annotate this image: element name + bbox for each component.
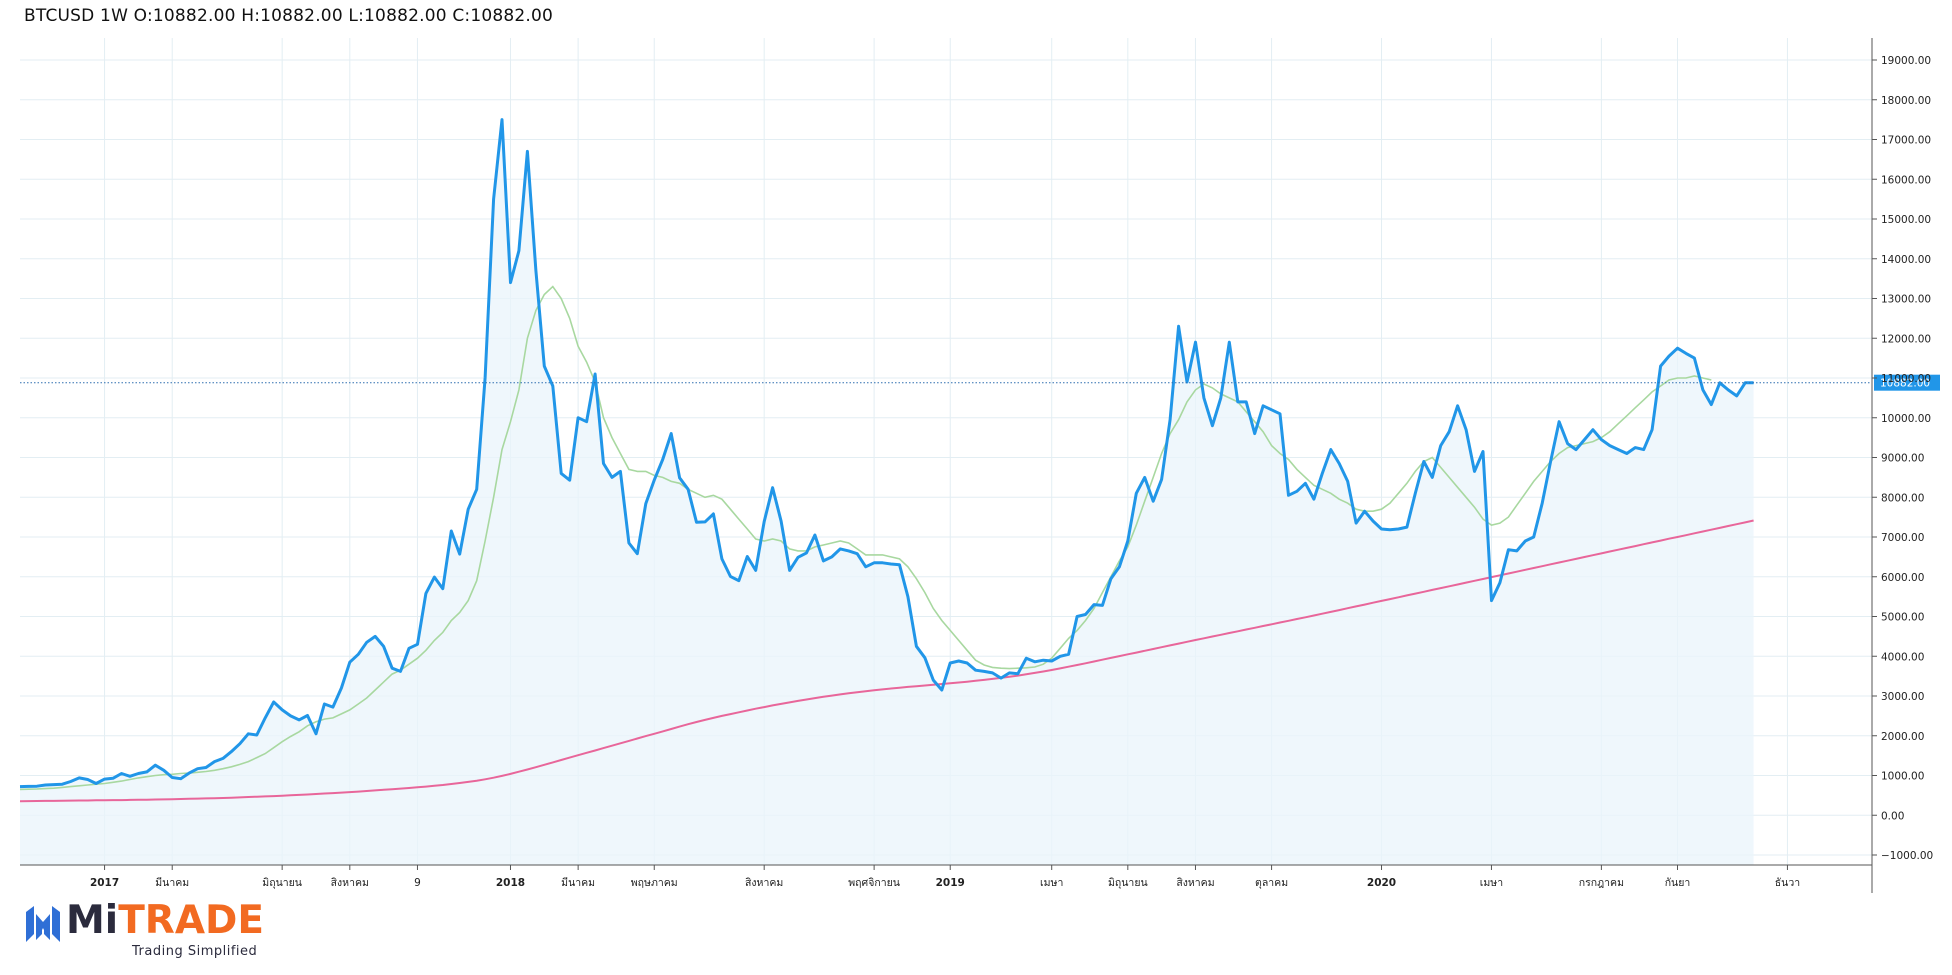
y-tick-label: 16000.00 [1881,174,1931,186]
logo-wordmark-mi: Mi [66,898,119,943]
y-tick-label: −1000.00 [1881,850,1933,862]
x-tick-label: สิงหาคม [745,877,783,889]
y-tick-label: 4000.00 [1881,651,1924,663]
x-tick-label: มีนาคม [155,876,189,889]
logo-tagline: Trading Simplified [132,944,258,959]
y-tick-label: 10000.00 [1881,413,1931,425]
axes [20,38,1877,893]
x-tick-label: 2018 [496,877,525,889]
y-tick-label: 3000.00 [1881,691,1924,703]
y-tick-label: 1000.00 [1881,771,1924,783]
x-tick-label: มิถุนายน [1108,877,1148,889]
y-tick-label: 12000.00 [1881,333,1931,345]
y-tick-label: 9000.00 [1881,453,1924,465]
y-tick-label: 7000.00 [1881,532,1924,544]
price-area-fill [20,119,1754,866]
x-tick-label: 9 [414,877,421,889]
y-tick-label: 11000.00 [1881,373,1931,385]
logo-wordmark-trade: TRADE [118,898,265,943]
y-tick-label: 17000.00 [1881,135,1931,147]
y-tick-label: 13000.00 [1881,294,1931,306]
x-tick-label: เมษา [1480,877,1503,889]
y-tick-label: 6000.00 [1881,572,1924,584]
series-line-long-ma [19,519,1754,803]
logo-wordmark: MiTRADE [66,898,264,944]
last-price-marker: 10882.00 [20,374,1940,391]
x-tick-label: มิถุนายน [262,877,302,889]
last-price-tag [1874,374,1940,391]
y-tick-label: 0.00 [1881,810,1904,822]
x-tick-label: มีนาคม [561,876,595,889]
x-tick-label: ธันวา [1775,877,1800,889]
chart-title: BTCUSD 1W O:10882.00 H:10882.00 L:10882.… [24,6,554,26]
x-tick-label: 2017 [90,877,119,889]
plot-area [19,118,1754,866]
x-tick-label: เมษา [1040,877,1063,889]
x-tick-label: 2019 [936,877,965,889]
series-line-price [19,118,1754,789]
y-tick-label: 5000.00 [1881,612,1924,624]
x-tick-label: 2020 [1367,877,1396,889]
x-tick-label: สิงหาคม [331,877,369,889]
x-tick-label: พฤษภาคม [631,877,678,889]
x-tick-label: ตุลาคม [1255,877,1288,889]
y-tick-label: 8000.00 [1881,492,1924,504]
series-line-short-ma [19,285,1712,791]
x-tick-label: กันยา [1665,877,1691,889]
y-tick-label: 15000.00 [1881,214,1931,226]
mitrade-logo[interactable]: MiTRADE Trading Simplified [24,898,264,964]
x-tick-label: พฤศจิกายน [848,877,900,889]
y-tick-label: 19000.00 [1881,55,1931,67]
x-tick-label: สิงหาคม [1176,877,1214,889]
mitrade-logo-mark-icon [26,906,60,942]
x-tick-label: กรกฎาคม [1579,877,1624,889]
last-price-tag-label: 10882.00 [1880,378,1930,390]
y-tick-label: 14000.00 [1881,254,1931,266]
y-tick-label: 18000.00 [1881,95,1931,107]
x-axis-labels: 2017 มีนาคม มิถุนายน สิงหาคม 9 2018 มีนาคม พฤษภ… [90,876,1800,889]
y-axis-labels: 19000.00 18000.00 17000.00 16000.00 15000.00… [1881,55,1933,862]
y-tick-label: 2000.00 [1881,731,1924,743]
